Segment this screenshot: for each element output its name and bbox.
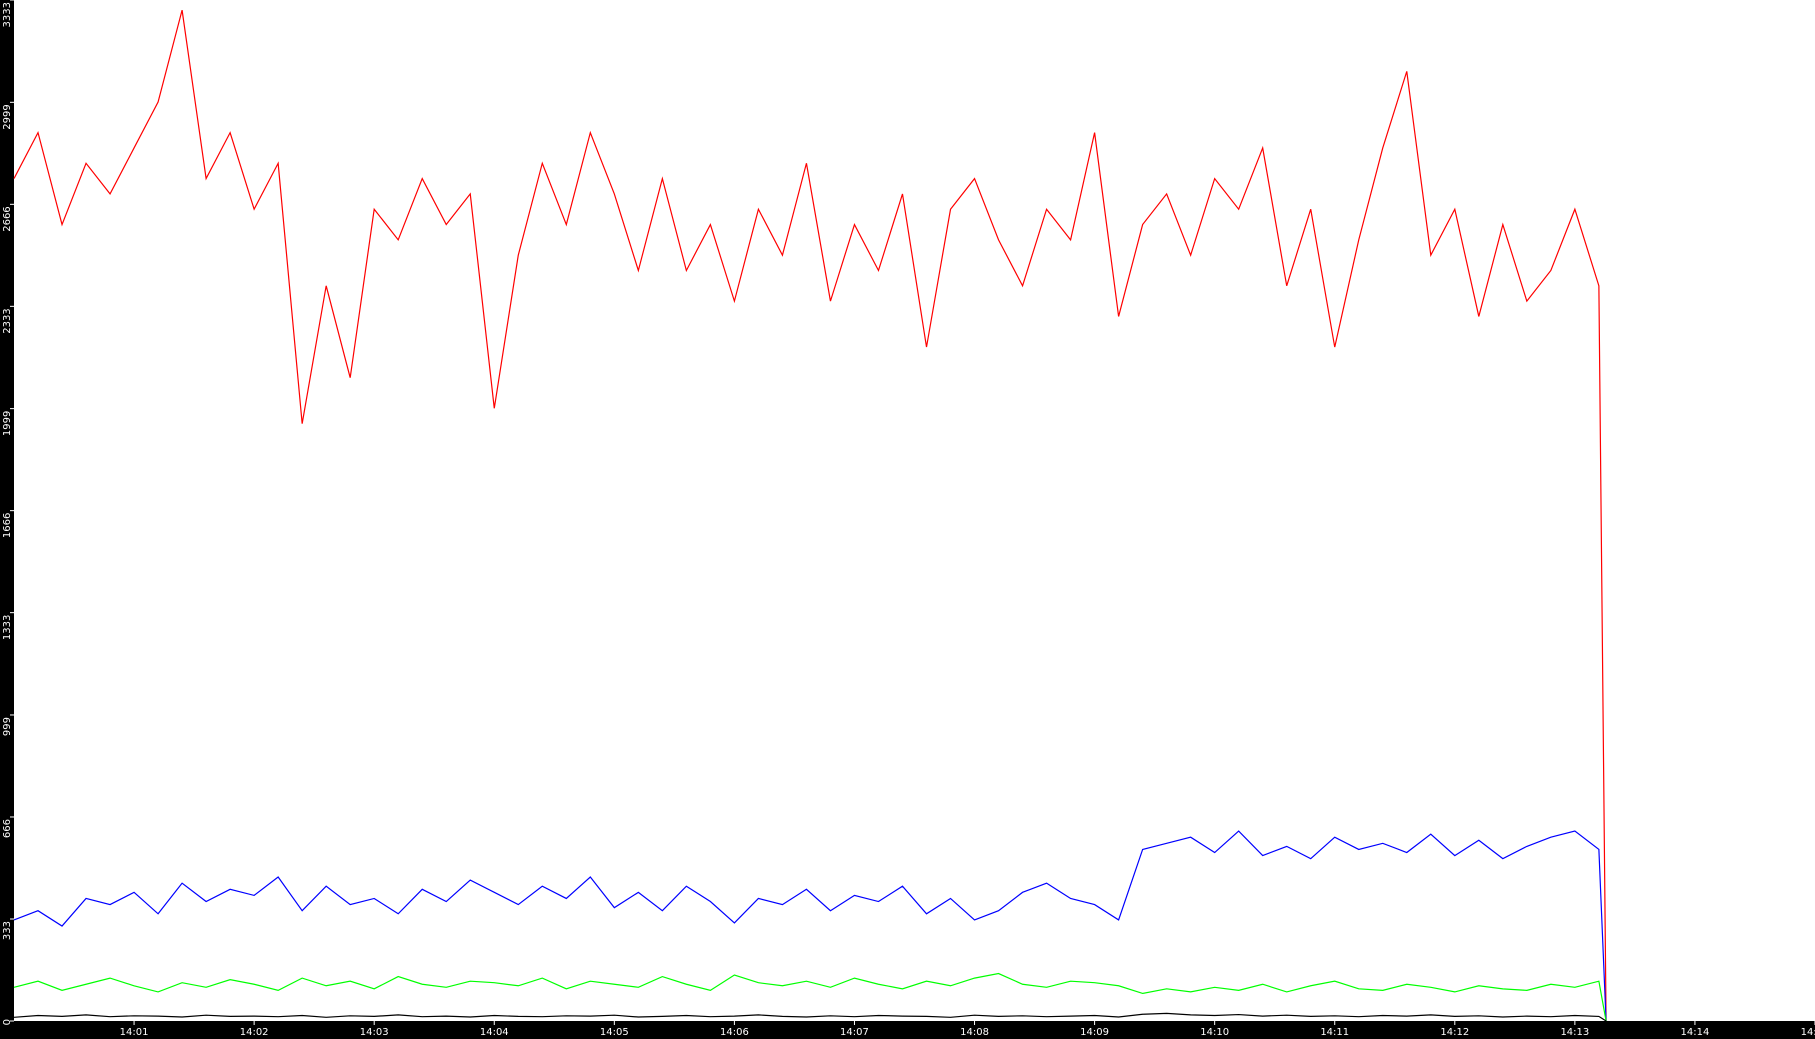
x-tick-label: 14:10	[1200, 1027, 1229, 1038]
y-tick-label: 1999	[2, 411, 13, 436]
x-tick-label: 14:07	[840, 1027, 869, 1038]
x-tick-label: 14:12	[1440, 1027, 1469, 1038]
y-tick-label: 2666	[2, 206, 13, 231]
x-tick-label: 14:13	[1560, 1027, 1589, 1038]
series-line	[13, 1012, 1607, 1022]
y-tick-label: 999	[2, 717, 13, 736]
x-tick-label: 14:09	[1080, 1027, 1109, 1038]
x-tick-label: 14:06	[720, 1027, 749, 1038]
series-line	[13, 972, 1607, 1022]
x-tick-label: 14:02	[240, 1027, 269, 1038]
series-line	[13, 830, 1607, 1022]
y-tick-label: 666	[2, 819, 13, 838]
x-axis-bar	[0, 1021, 1815, 1039]
y-tick-label: 1333	[2, 615, 13, 640]
y-tick-label: 1666	[2, 513, 13, 538]
y-tick-label: 333	[2, 921, 13, 940]
x-tick-label: 14:04	[480, 1027, 509, 1038]
x-tick-label: 14:01	[120, 1027, 149, 1038]
y-tick-label: 3333	[2, 2, 13, 27]
y-tick-label: 2333	[2, 308, 13, 333]
x-tick-label: 14:11	[1320, 1027, 1349, 1038]
x-tick-label: 14:14	[1681, 1027, 1710, 1038]
y-tick-label: 0	[2, 1019, 13, 1025]
x-tick-label: 14:08	[960, 1027, 989, 1038]
x-tick-label: 14:03	[360, 1027, 389, 1038]
x-tick-label: 14:05	[600, 1027, 629, 1038]
y-tick-label: 2999	[2, 104, 13, 129]
y-axis-bar	[0, 0, 14, 1039]
series-line	[13, 9, 1607, 1022]
x-tick-label: 14:15	[1801, 1027, 1815, 1038]
